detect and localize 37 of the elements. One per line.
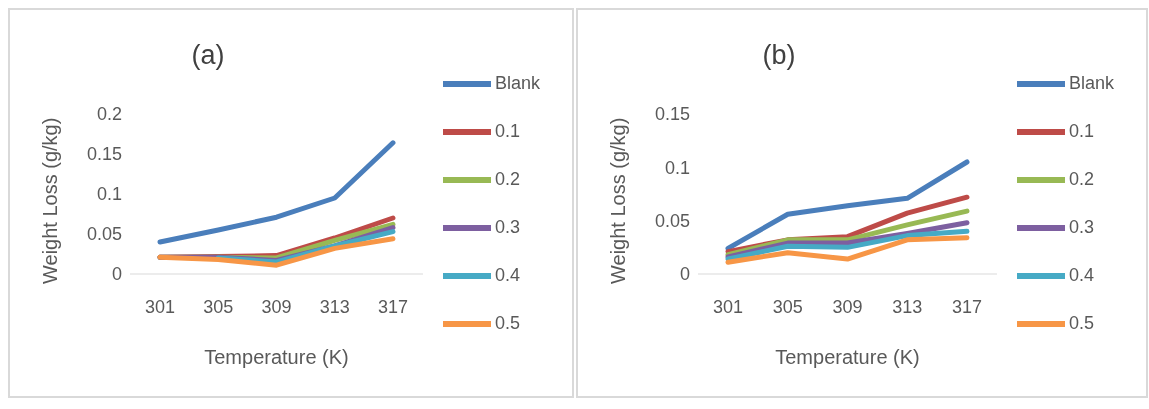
- legend-label: 0.2: [1068, 168, 1094, 189]
- x-tick-label: 305: [772, 296, 803, 317]
- legend-label: 0.1: [494, 120, 520, 141]
- y-tick-label: 0.1: [96, 184, 122, 205]
- x-tick-label: 317: [377, 296, 408, 317]
- legend-label: Blank: [494, 72, 540, 93]
- y-tick-label: 0.2: [96, 104, 122, 125]
- legend-label: Blank: [1068, 72, 1114, 93]
- legend-label: 0.2: [494, 168, 520, 189]
- chart-title: (a): [190, 40, 226, 71]
- chart-title: (b): [761, 40, 797, 71]
- x-tick-label: 305: [203, 296, 234, 317]
- x-axis-title: Temperature (K): [204, 346, 349, 368]
- legend-label: 0.3: [1068, 216, 1094, 237]
- x-tick-label: 309: [261, 296, 292, 317]
- y-tick-label: 0: [111, 264, 122, 285]
- y-tick-label: 0.1: [664, 157, 690, 178]
- x-tick-label: 309: [832, 296, 863, 317]
- x-tick-label: 313: [319, 296, 350, 317]
- x-tick-label: 301: [712, 296, 744, 317]
- legend-label: 0.1: [1068, 120, 1094, 141]
- y-axis-title: Weight Loss (g/kg): [39, 117, 62, 284]
- legend-label: 0.5: [1068, 312, 1094, 333]
- x-tick-label: 301: [144, 296, 176, 317]
- legend-label: 0.3: [494, 216, 520, 237]
- y-axis-title: Weight Loss (g/kg): [607, 117, 630, 284]
- y-tick-label: 0.15: [654, 104, 690, 125]
- legend-label: 0.4: [494, 264, 520, 285]
- x-tick-label: 313: [892, 296, 923, 317]
- y-tick-label: 0: [679, 264, 690, 285]
- y-tick-label: 0.05: [654, 211, 690, 232]
- legend-label: 0.4: [1068, 264, 1094, 285]
- y-tick-label: 0.05: [86, 224, 122, 245]
- legend-label: 0.5: [494, 312, 520, 333]
- x-tick-label: 317: [951, 296, 982, 317]
- x-axis-title: Temperature (K): [775, 346, 920, 368]
- y-tick-label: 0.15: [86, 144, 122, 165]
